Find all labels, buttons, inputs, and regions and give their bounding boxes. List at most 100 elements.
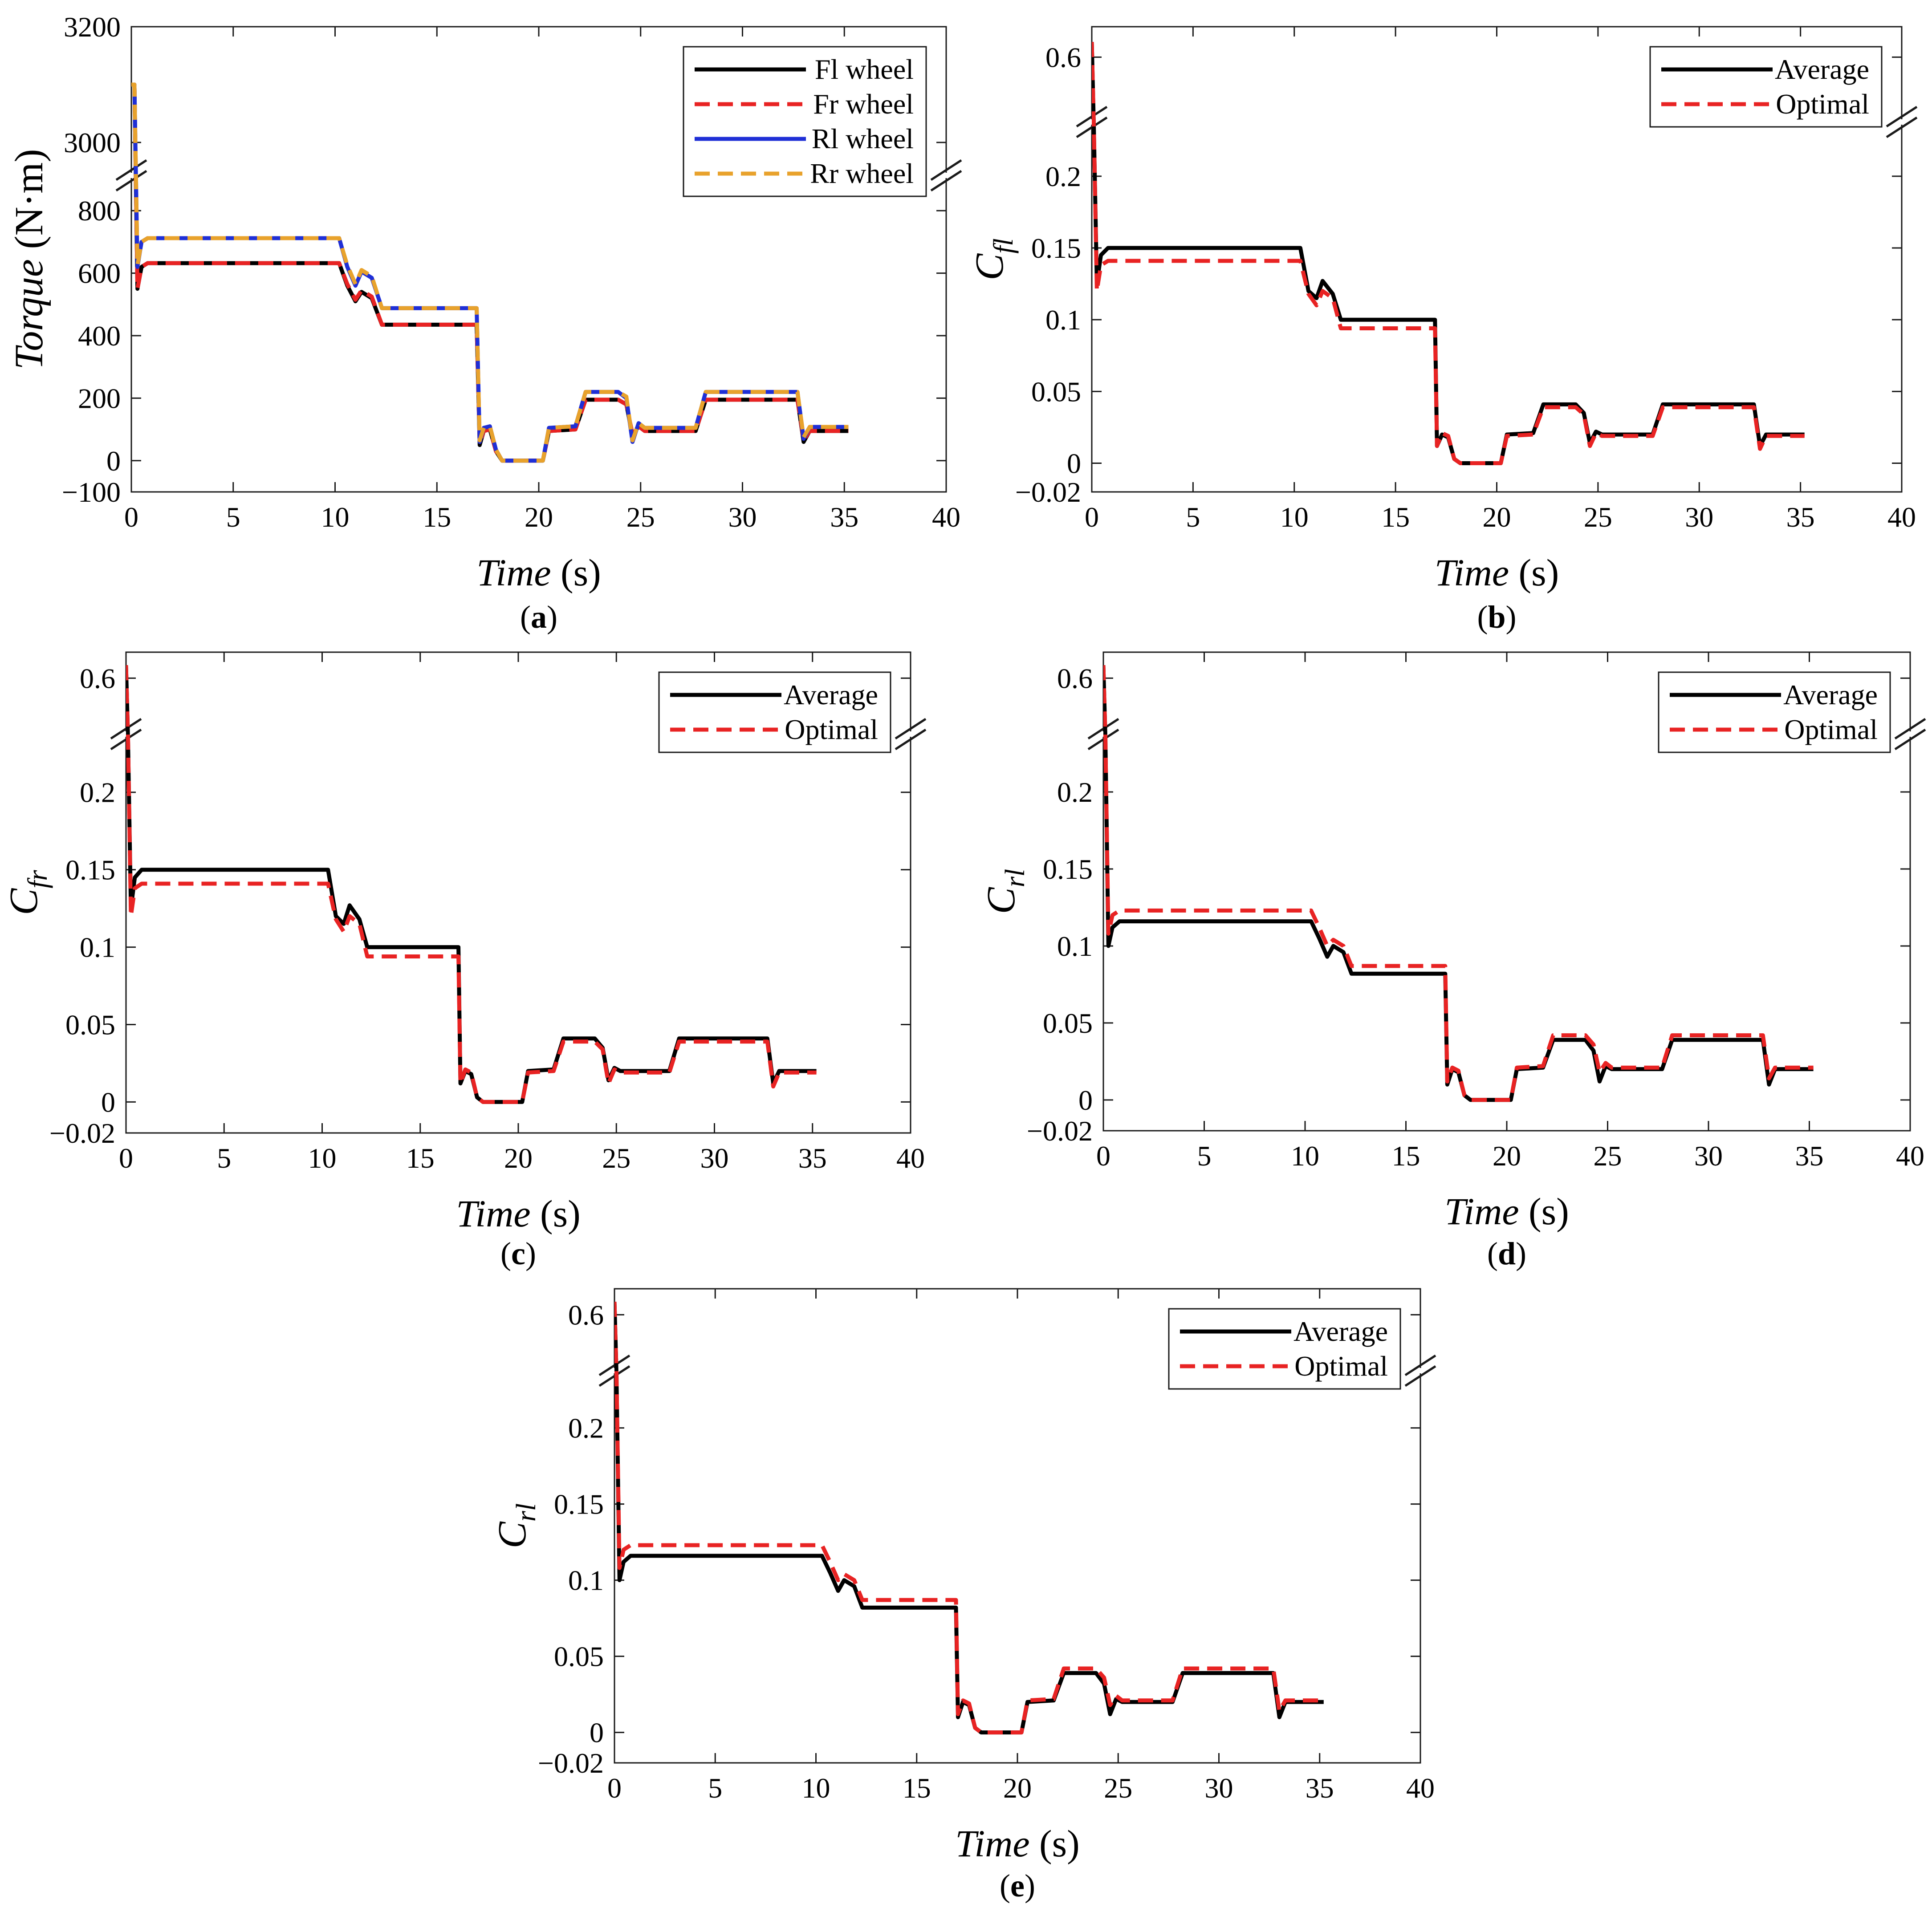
axis-break-gap	[944, 173, 949, 178]
axis-break-mark-right	[1404, 1354, 1436, 1376]
axis-break-mark-left	[115, 170, 147, 192]
axis-break-mark-right	[1886, 106, 1918, 128]
y-tick-label: 0	[106, 445, 121, 477]
x-axis-label-unit: (s)	[531, 1192, 581, 1235]
x-tick-label: 15	[1381, 501, 1410, 533]
x-tick-label: 10	[308, 1142, 337, 1174]
axis-break-mark-left	[1076, 116, 1108, 138]
y-axis-label: Cfr	[2, 869, 53, 915]
y-tick-label: 0.2	[1057, 776, 1093, 808]
x-axis-label-var: Time	[476, 551, 551, 594]
y-tick-label: 200	[78, 382, 121, 414]
x-tick-label: 25	[602, 1142, 630, 1174]
x-tick-label: 25	[626, 501, 655, 533]
series-line-optimal	[126, 665, 817, 1104]
legend-box	[658, 671, 891, 753]
y-axis-label: Crl	[490, 1503, 541, 1548]
chart-panel-c: 0 5 10 15 20 25 30 35 40 −0.020 0.05 0.1 0.15 0.2 0.6 A…	[2, 651, 927, 1271]
panel-label: (b)	[1477, 599, 1516, 635]
y-tick-label: 0.05	[65, 1009, 115, 1041]
x-tick-label: 5	[1197, 1140, 1212, 1172]
x-axis-label-unit: (s)	[551, 551, 601, 594]
y-tick-label: 600	[78, 258, 121, 289]
legend-label: Optimal	[1294, 1350, 1388, 1382]
panel-label: (d)	[1487, 1236, 1526, 1271]
legend-box	[1649, 46, 1883, 128]
x-tick-label: 20	[1003, 1772, 1032, 1804]
y-axis-label-subscript: rl	[511, 1503, 541, 1522]
axis-break-gap	[129, 173, 134, 178]
chart-panel-e: 0 5 10 15 20 25 30 35 40 −0.020 0.05 0.1 0.15 0.2 0.6 A…	[490, 1288, 1436, 1904]
x-tick-label: 30	[1694, 1140, 1723, 1172]
y-tick-label: 800	[78, 195, 121, 227]
x-axis-label-var: Time	[456, 1192, 530, 1235]
x-tick-label: 25	[1584, 501, 1612, 533]
axis-break-mark-right	[1404, 1365, 1436, 1387]
y-tick-label: −0.02	[1015, 476, 1081, 508]
legend-label: Fr wheel	[813, 88, 914, 120]
x-tick-label: 20	[525, 501, 553, 533]
x-tick-label: 10	[1291, 1140, 1319, 1172]
legend-label: Fl wheel	[815, 53, 914, 85]
x-axis-label: Time (s)	[456, 1192, 581, 1235]
x-tick-label: 0	[119, 1142, 133, 1174]
x-tick-label: 20	[504, 1142, 533, 1174]
chart-panel-b: 0 5 10 15 20 25 30 35 40 −0.020 0.05 0.1 0.15 0.2 0.6 A…	[968, 26, 1918, 635]
x-tick-label: 30	[728, 501, 757, 533]
x-axis-label: Time (s)	[1444, 1190, 1569, 1233]
x-axis-label-var: Time	[1444, 1190, 1519, 1233]
x-axis-label-unit: (s)	[1030, 1822, 1080, 1865]
y-axis-label-subscript: fl	[988, 238, 1019, 253]
y-tick-label: 0	[101, 1086, 115, 1118]
axis-break-mark-right	[895, 718, 927, 740]
x-axis-label: Time (s)	[1435, 551, 1559, 594]
x-tick-label: 35	[1786, 501, 1815, 533]
x-tick-label: 40	[1406, 1772, 1435, 1804]
axis-break-gap	[908, 731, 913, 737]
legend-box	[683, 46, 927, 197]
x-axis-label-unit: (s)	[1509, 551, 1559, 594]
legend-label: Average	[1775, 53, 1869, 85]
x-tick-label: 0	[1096, 1140, 1110, 1172]
legend: Average Optimal	[658, 671, 891, 753]
y-axis-label: Cfl	[968, 238, 1019, 280]
axis-break-mark-right	[1886, 116, 1918, 138]
x-tick-label: 35	[1795, 1140, 1824, 1172]
y-tick-label: 3000	[64, 127, 121, 158]
y-tick-label: 0.15	[554, 1489, 604, 1520]
y-axis-label-unit: (N·m)	[7, 149, 51, 259]
x-tick-label: 20	[1493, 1140, 1521, 1172]
x-tick-label: 10	[1280, 501, 1309, 533]
y-tick-label: 0	[590, 1717, 604, 1749]
series-line-optimal	[1092, 42, 1805, 465]
x-tick-label: 10	[802, 1772, 830, 1804]
y-tick-label: 0.6	[1045, 41, 1081, 73]
x-tick-label: 40	[932, 501, 960, 533]
panel-label: (e)	[1000, 1868, 1035, 1904]
axis-break-mark-left	[598, 1365, 630, 1387]
y-axis-label: Crl	[979, 869, 1030, 914]
series-line-average	[614, 1302, 1324, 1735]
y-axis-label: Torque (N·m)	[7, 149, 51, 370]
x-tick-label: 30	[700, 1142, 729, 1174]
legend: Average Optimal	[1658, 671, 1891, 753]
legend-box	[1658, 671, 1891, 753]
axis-break-mark-right	[930, 159, 962, 181]
x-tick-label: 10	[321, 501, 350, 533]
y-tick-label: 0	[1078, 1084, 1093, 1116]
legend-label: Average	[1293, 1315, 1388, 1347]
x-tick-label: 35	[798, 1142, 827, 1174]
y-tick-label: 0.1	[568, 1565, 604, 1596]
x-tick-label: 25	[1104, 1772, 1132, 1804]
x-axis-label-var: Time	[1435, 551, 1509, 594]
y-tick-label: 0.6	[568, 1299, 604, 1331]
y-tick-label: 0.05	[1031, 376, 1081, 407]
x-axis-label: Time (s)	[476, 551, 601, 594]
y-tick-label: 3200	[64, 11, 121, 43]
x-tick-label: 40	[1887, 501, 1916, 533]
y-tick-label: 0	[1067, 448, 1081, 479]
y-tick-label: −0.02	[49, 1117, 115, 1149]
